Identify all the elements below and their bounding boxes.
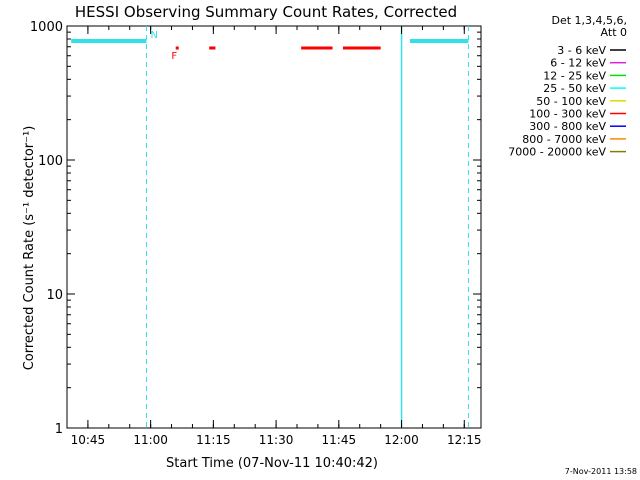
x-axis-label: Start Time (07-Nov-11 10:40:42) (166, 456, 378, 471)
axes: 10:45 11:00 11:15 11:30 11:45 12:00 12:15 1 10 10… (30, 20, 482, 447)
y-tick-label-3: 1000 (30, 20, 63, 35)
x-tick-label-5: 12:00 (384, 433, 419, 447)
annotation-f: F (171, 51, 177, 62)
legend-label-0: 3 - 6 keV (557, 44, 606, 57)
instrument-guides: NF (71, 26, 469, 428)
plot-area (66, 25, 482, 429)
x-tick-label-0: 10:45 (71, 433, 106, 447)
legend-label-5: 100 - 300 keV (529, 108, 606, 121)
legend-label-6: 300 - 800 keV (529, 120, 606, 133)
x-tick-label-3: 11:30 (259, 433, 294, 447)
legend-header-1: Att 0 (601, 26, 627, 39)
legend-label-2: 12 - 25 keV (543, 69, 606, 82)
legend-label-3: 25 - 50 keV (543, 82, 606, 95)
legend-header-0: Det 1,3,4,5,6, (551, 14, 627, 27)
annotation-n: N (150, 30, 157, 41)
legend-label-1: 6 - 12 keV (550, 57, 606, 70)
y-axis-label: Corrected Count Rate (s⁻¹ detector⁻¹) (22, 126, 37, 371)
x-tick-label-4: 11:45 (322, 433, 357, 447)
footer-timestamp: 7-Nov-2011 13:58 (565, 467, 637, 476)
legend-label-4: 50 - 100 keV (536, 95, 606, 108)
chart-title: HESSI Observing Summary Count Rates, Cor… (75, 3, 457, 21)
x-tick-label-2: 11:15 (196, 433, 231, 447)
legend-label-8: 7000 - 20000 keV (508, 146, 606, 159)
plot-frame (66, 25, 482, 429)
x-tick-label-1: 11:00 (133, 433, 168, 447)
legend-label-7: 800 - 7000 keV (522, 133, 606, 146)
x-tick-label-6: 12:15 (447, 433, 482, 447)
y-tick-label-1: 10 (46, 288, 63, 303)
y-tick-label-2: 100 (38, 154, 63, 169)
y-tick-label-0: 1 (55, 422, 63, 437)
